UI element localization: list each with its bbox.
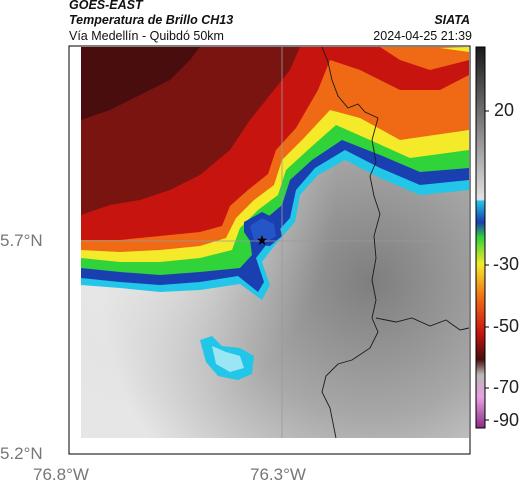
y-tick-label: 5.7°N <box>0 231 43 250</box>
x-tick-label: 76.8°W <box>33 465 89 484</box>
timestamp: 2024-04-25 21:39 <box>373 29 472 43</box>
colorbar-tick-label: 20 <box>494 100 515 120</box>
colorbar-tick-label: -30 <box>493 254 520 274</box>
agency-label: SIATA <box>434 13 470 27</box>
colorbar-tick-label: -50 <box>493 316 520 336</box>
region-subtitle: Vía Medellín - Quibdó 50km <box>69 29 224 43</box>
y-tick-label: 5.2°N <box>0 444 43 463</box>
star-icon: ★ <box>256 233 269 249</box>
boundary-line-east <box>375 317 469 331</box>
colorbar <box>475 46 486 429</box>
x-tick-label: 76.3°W <box>250 465 306 484</box>
colorbar-tick-label: -70 <box>493 377 520 397</box>
cloud-core <box>81 47 200 120</box>
product-title: Temperatura de Brillo CH13 <box>69 13 234 27</box>
satellite-label: GOES-EAST <box>69 0 143 12</box>
imagery-layer <box>81 47 469 438</box>
boundary-line <box>321 47 381 438</box>
colorbar-tick-label: -90 <box>493 410 520 430</box>
